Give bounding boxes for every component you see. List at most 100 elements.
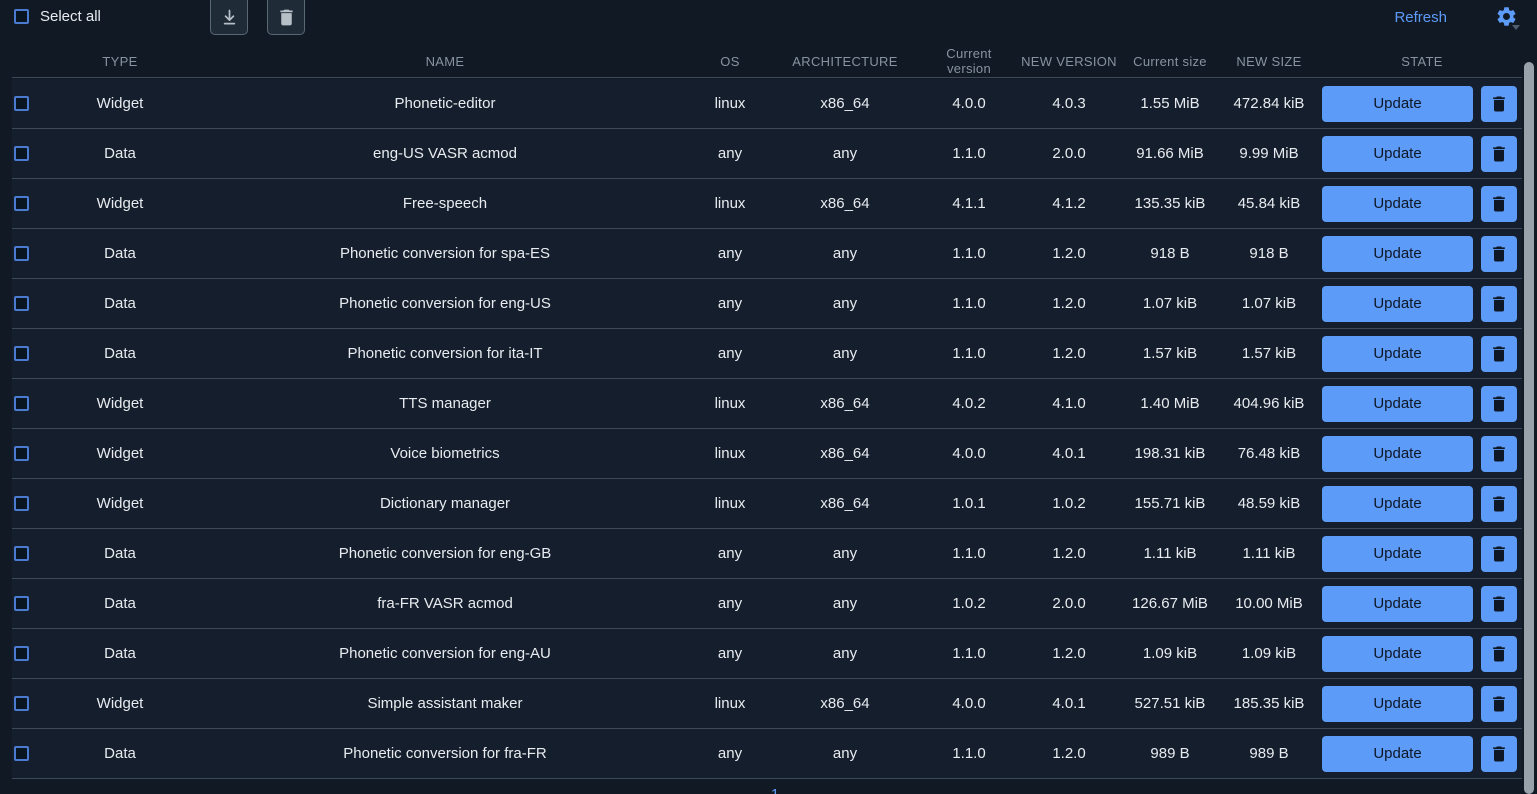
row-checkbox[interactable] bbox=[14, 546, 29, 561]
row-delete-button[interactable] bbox=[1481, 235, 1517, 272]
new-size-cell: 76.48 kiB bbox=[1237, 445, 1301, 462]
settings-menu-button[interactable] bbox=[1495, 5, 1527, 37]
new-size-cell: 10.00 MiB bbox=[1235, 595, 1303, 612]
update-button[interactable]: Update bbox=[1322, 685, 1473, 722]
trash-icon bbox=[1493, 546, 1505, 561]
vertical-scrollbar-thumb[interactable] bbox=[1524, 62, 1534, 794]
row-checkbox[interactable] bbox=[14, 396, 29, 411]
row-delete-button[interactable] bbox=[1481, 85, 1517, 122]
row-delete-button[interactable] bbox=[1481, 285, 1517, 322]
trash-icon bbox=[1493, 696, 1505, 711]
row-checkbox-cell bbox=[14, 696, 29, 711]
update-button[interactable]: Update bbox=[1322, 385, 1473, 422]
row-delete-button[interactable] bbox=[1481, 135, 1517, 172]
current-size-cell: 91.66 MiB bbox=[1136, 145, 1204, 162]
current-version-cell: 1.0.2 bbox=[952, 595, 986, 612]
row-checkbox[interactable] bbox=[14, 496, 29, 511]
download-selected-button[interactable] bbox=[210, 0, 248, 35]
row-checkbox[interactable] bbox=[14, 446, 29, 461]
update-button[interactable]: Update bbox=[1322, 585, 1473, 622]
current-version-cell: 4.0.0 bbox=[952, 445, 986, 462]
refresh-link[interactable]: Refresh bbox=[1394, 9, 1447, 26]
column-header-os: OS bbox=[720, 53, 740, 69]
os-cell: any bbox=[717, 245, 743, 262]
toolbar: Select all Refresh bbox=[0, 0, 1537, 45]
row-delete-button[interactable] bbox=[1481, 385, 1517, 422]
new-version-cell: 1.2.0 bbox=[1052, 245, 1086, 262]
table-row: Widget TTS manager linux x86_64 4.0.2 4.… bbox=[12, 379, 1522, 429]
row-checkbox-cell bbox=[14, 396, 29, 411]
new-size-cell: 1.07 kiB bbox=[1241, 295, 1297, 312]
update-button[interactable]: Update bbox=[1322, 235, 1473, 272]
trash-icon bbox=[1493, 396, 1505, 411]
type-cell: Data bbox=[104, 545, 136, 562]
architecture-cell: any bbox=[832, 295, 858, 312]
column-header-type: TYPE bbox=[102, 53, 138, 69]
update-button[interactable]: Update bbox=[1322, 535, 1473, 572]
update-button[interactable]: Update bbox=[1322, 335, 1473, 372]
update-button[interactable]: Update bbox=[1322, 135, 1473, 172]
row-checkbox[interactable] bbox=[14, 196, 29, 211]
architecture-cell: x86_64 bbox=[820, 495, 870, 512]
update-button[interactable]: Update bbox=[1322, 285, 1473, 322]
name-cell: Phonetic conversion for eng-AU bbox=[339, 645, 551, 662]
current-size-cell: 1.55 MiB bbox=[1140, 95, 1200, 112]
row-delete-button[interactable] bbox=[1481, 435, 1517, 472]
new-version-cell: 2.0.0 bbox=[1052, 145, 1086, 162]
row-checkbox[interactable] bbox=[14, 696, 29, 711]
row-checkbox[interactable] bbox=[14, 646, 29, 661]
update-button[interactable]: Update bbox=[1322, 435, 1473, 472]
current-version-cell: 1.1.0 bbox=[952, 245, 986, 262]
update-button[interactable]: Update bbox=[1322, 485, 1473, 522]
row-checkbox-cell bbox=[14, 596, 29, 611]
pagination-page-1[interactable]: 1 bbox=[766, 786, 784, 794]
current-version-cell: 4.0.2 bbox=[952, 395, 986, 412]
architecture-cell: any bbox=[832, 645, 858, 662]
column-header-current-version: Current version bbox=[946, 46, 992, 76]
table-row: Data Phonetic conversion for eng-GB any … bbox=[12, 529, 1522, 579]
table-row: Widget Simple assistant maker linux x86_… bbox=[12, 679, 1522, 729]
row-delete-button[interactable] bbox=[1481, 485, 1517, 522]
row-delete-button[interactable] bbox=[1481, 585, 1517, 622]
new-version-cell: 1.2.0 bbox=[1052, 745, 1086, 762]
row-checkbox[interactable] bbox=[14, 96, 29, 111]
trash-icon bbox=[1493, 646, 1505, 661]
new-version-cell: 4.0.1 bbox=[1052, 445, 1086, 462]
row-checkbox[interactable] bbox=[14, 296, 29, 311]
row-delete-button[interactable] bbox=[1481, 185, 1517, 222]
type-cell: Widget bbox=[96, 95, 144, 112]
row-checkbox[interactable] bbox=[14, 596, 29, 611]
select-all-checkbox[interactable] bbox=[14, 9, 29, 24]
column-header-new-size: NEW SIZE bbox=[1236, 53, 1302, 69]
new-version-cell: 4.0.1 bbox=[1052, 695, 1086, 712]
trash-icon bbox=[1493, 496, 1505, 511]
update-button[interactable]: Update bbox=[1322, 185, 1473, 222]
architecture-cell: x86_64 bbox=[820, 95, 870, 112]
new-size-cell: 989 B bbox=[1249, 745, 1289, 762]
row-delete-button[interactable] bbox=[1481, 335, 1517, 372]
state-cell: Update bbox=[1322, 685, 1522, 722]
name-cell: Dictionary manager bbox=[379, 495, 511, 512]
row-checkbox[interactable] bbox=[14, 346, 29, 361]
row-delete-button[interactable] bbox=[1481, 685, 1517, 722]
name-cell: Voice biometrics bbox=[390, 445, 500, 462]
row-checkbox[interactable] bbox=[14, 246, 29, 261]
table-row: Widget Free-speech linux x86_64 4.1.1 4.… bbox=[12, 179, 1522, 229]
new-size-cell: 45.84 kiB bbox=[1237, 195, 1301, 212]
update-button[interactable]: Update bbox=[1322, 735, 1473, 772]
delete-selected-button[interactable] bbox=[267, 0, 305, 35]
new-version-cell: 1.2.0 bbox=[1052, 645, 1086, 662]
update-button[interactable]: Update bbox=[1322, 85, 1473, 122]
name-cell: fra-FR VASR acmod bbox=[377, 595, 513, 612]
row-delete-button[interactable] bbox=[1481, 735, 1517, 772]
row-delete-button[interactable] bbox=[1481, 535, 1517, 572]
new-size-cell: 48.59 kiB bbox=[1237, 495, 1301, 512]
state-cell: Update bbox=[1322, 435, 1522, 472]
os-cell: any bbox=[717, 745, 743, 762]
row-checkbox[interactable] bbox=[14, 146, 29, 161]
select-all[interactable]: Select all bbox=[14, 8, 101, 25]
row-checkbox[interactable] bbox=[14, 746, 29, 761]
update-button[interactable]: Update bbox=[1322, 635, 1473, 672]
row-delete-button[interactable] bbox=[1481, 635, 1517, 672]
table-header: TYPE NAME OS ARCHITECTURE Current versio… bbox=[12, 45, 1522, 78]
